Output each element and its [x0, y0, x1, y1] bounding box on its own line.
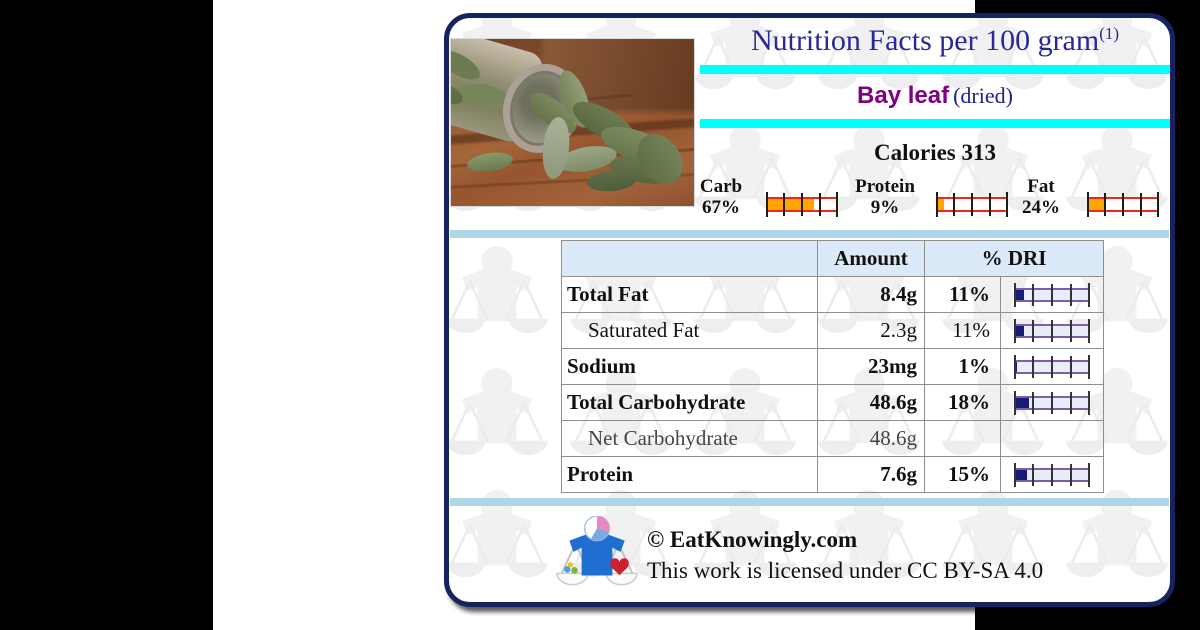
- header-dri: % DRI: [924, 240, 1104, 277]
- license-text: This work is licensed under CC BY-SA 4.0: [647, 558, 1044, 583]
- cyan-divider-top: [700, 65, 1170, 74]
- food-qualifier: (dried): [953, 83, 1013, 108]
- cyan-divider-bottom: [700, 119, 1170, 128]
- macro-label-carb: Carb 67%: [699, 176, 743, 218]
- dri-gauge: [1014, 390, 1090, 415]
- dri-gauge: [1014, 282, 1090, 307]
- section-divider-top: [450, 230, 1169, 238]
- macro-gauge-protein: [936, 192, 1008, 217]
- page-background: Nutrition Facts per 100 gram(1) Bay leaf…: [213, 0, 1175, 630]
- nutrition-card: Nutrition Facts per 100 gram(1) Bay leaf…: [444, 13, 1175, 607]
- dri-gauge: [1014, 318, 1090, 343]
- table-row-net-carbohydrate: Net Carbohydrate 48.6g: [561, 420, 1104, 457]
- macro-gauge-carb: [766, 192, 838, 217]
- calories-line: Calories 313: [873, 140, 996, 165]
- food-name-line: Bay leaf (dried): [700, 82, 1170, 110]
- macro-label-fat: Fat 24%: [1022, 176, 1060, 218]
- header-blank: [561, 240, 818, 277]
- food-name: Bay leaf: [857, 82, 950, 109]
- table-row-saturated-fat: Saturated Fat 2.3g 11%: [561, 312, 1104, 349]
- bay-leaf-photo: [450, 38, 695, 207]
- copyright-text: © EatKnowingly.com: [647, 527, 858, 552]
- table-row-total-fat: Total Fat 8.4g 11%: [561, 276, 1104, 313]
- table-row-total-carbohydrate: Total Carbohydrate 48.6g 18%: [561, 384, 1104, 421]
- balance-scale-watermark-icon: [449, 246, 548, 334]
- macro-label-protein: Protein 9%: [855, 176, 915, 218]
- header-amount: Amount: [817, 240, 925, 277]
- nutrition-table: Amount % DRI Total Fat 8.4g 11%: [561, 240, 1104, 493]
- table-row-sodium: Sodium 23mg 1%: [561, 348, 1104, 385]
- page-title: Nutrition Facts per 100 gram(1): [700, 24, 1170, 58]
- dri-gauge: [1014, 462, 1090, 487]
- table-row-protein: Protein 7.6g 15%: [561, 456, 1104, 493]
- footer-text: © EatKnowingly.com This work is licensed…: [647, 524, 1127, 586]
- balance-scale-watermark-icon: [449, 368, 548, 456]
- dri-gauge: [1014, 354, 1090, 379]
- macro-gauge-fat: [1087, 192, 1159, 217]
- section-divider-bottom: [450, 498, 1169, 506]
- table-header-row: Amount % DRI: [561, 240, 1104, 277]
- title-footnote-marker: (1): [1099, 24, 1120, 43]
- balance-scale-person-logo-icon: [556, 516, 638, 586]
- title-text: Nutrition Facts per 100 gram: [750, 24, 1100, 57]
